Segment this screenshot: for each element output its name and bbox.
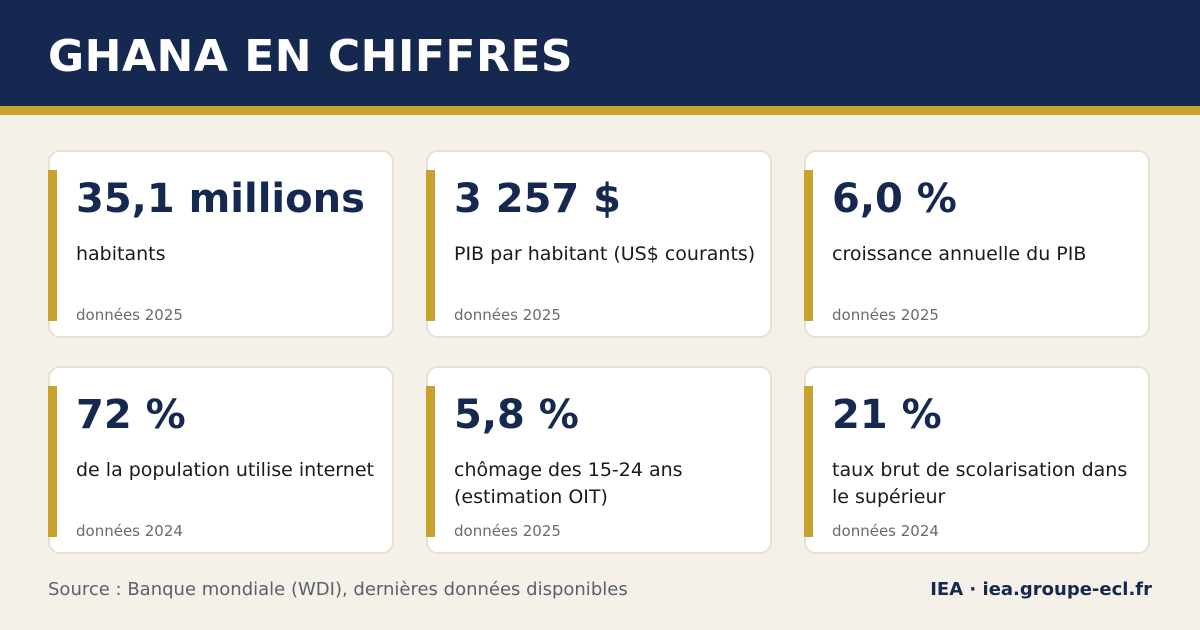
brand-credit: IEA · iea.groupe-ecl.fr — [930, 579, 1152, 600]
stat-card-gdp-growth: 6,0 % croissance annuelle du PIB données… — [804, 150, 1150, 338]
stat-label: croissance annuelle du PIB — [832, 243, 1087, 265]
stat-value: 21 % — [832, 392, 942, 438]
stat-label: chômage des 15-24 ans (estimation OIT) — [454, 459, 683, 508]
stat-card-population: 35,1 millions habitants données 2025 — [48, 150, 394, 338]
stat-year-note: données 2024 — [76, 522, 183, 540]
card-accent-bar — [426, 386, 435, 537]
stat-year-note: données 2025 — [76, 306, 183, 324]
stat-card-internet-usage: 72 % de la population utilise internet d… — [48, 366, 394, 554]
stat-year-note: données 2025 — [454, 306, 561, 324]
stat-card-gdp-per-capita: 3 257 $ PIB par habitant (US$ courants) … — [426, 150, 772, 338]
header-banner: GHANA EN CHIFFRES — [0, 0, 1200, 106]
stat-label: de la population utilise internet — [76, 459, 374, 481]
source-note: Source : Banque mondiale (WDI), dernière… — [48, 579, 628, 600]
page-title: GHANA EN CHIFFRES — [48, 31, 574, 82]
stat-value: 3 257 $ — [454, 176, 622, 222]
stat-year-note: données 2025 — [454, 522, 561, 540]
stat-card-tertiary-enrollment: 21 % taux brut de scolarisation dans le … — [804, 366, 1150, 554]
header-divider — [0, 106, 1200, 115]
stat-value: 35,1 millions — [76, 176, 365, 222]
card-accent-bar — [804, 386, 813, 537]
stat-value: 5,8 % — [454, 392, 579, 438]
card-accent-bar — [804, 170, 813, 321]
card-accent-bar — [48, 386, 57, 537]
stat-value: 6,0 % — [832, 176, 957, 222]
stat-value: 72 % — [76, 392, 186, 438]
stat-card-youth-unemployment: 5,8 % chômage des 15-24 ans (estimation … — [426, 366, 772, 554]
stat-label: taux brut de scolarisation dans le supér… — [832, 459, 1128, 508]
card-accent-bar — [48, 170, 57, 321]
card-accent-bar — [426, 170, 435, 321]
stat-year-note: données 2024 — [832, 522, 939, 540]
stat-label: PIB par habitant (US$ courants) — [454, 243, 756, 265]
stat-year-note: données 2025 — [832, 306, 939, 324]
stat-label: habitants — [76, 243, 166, 265]
